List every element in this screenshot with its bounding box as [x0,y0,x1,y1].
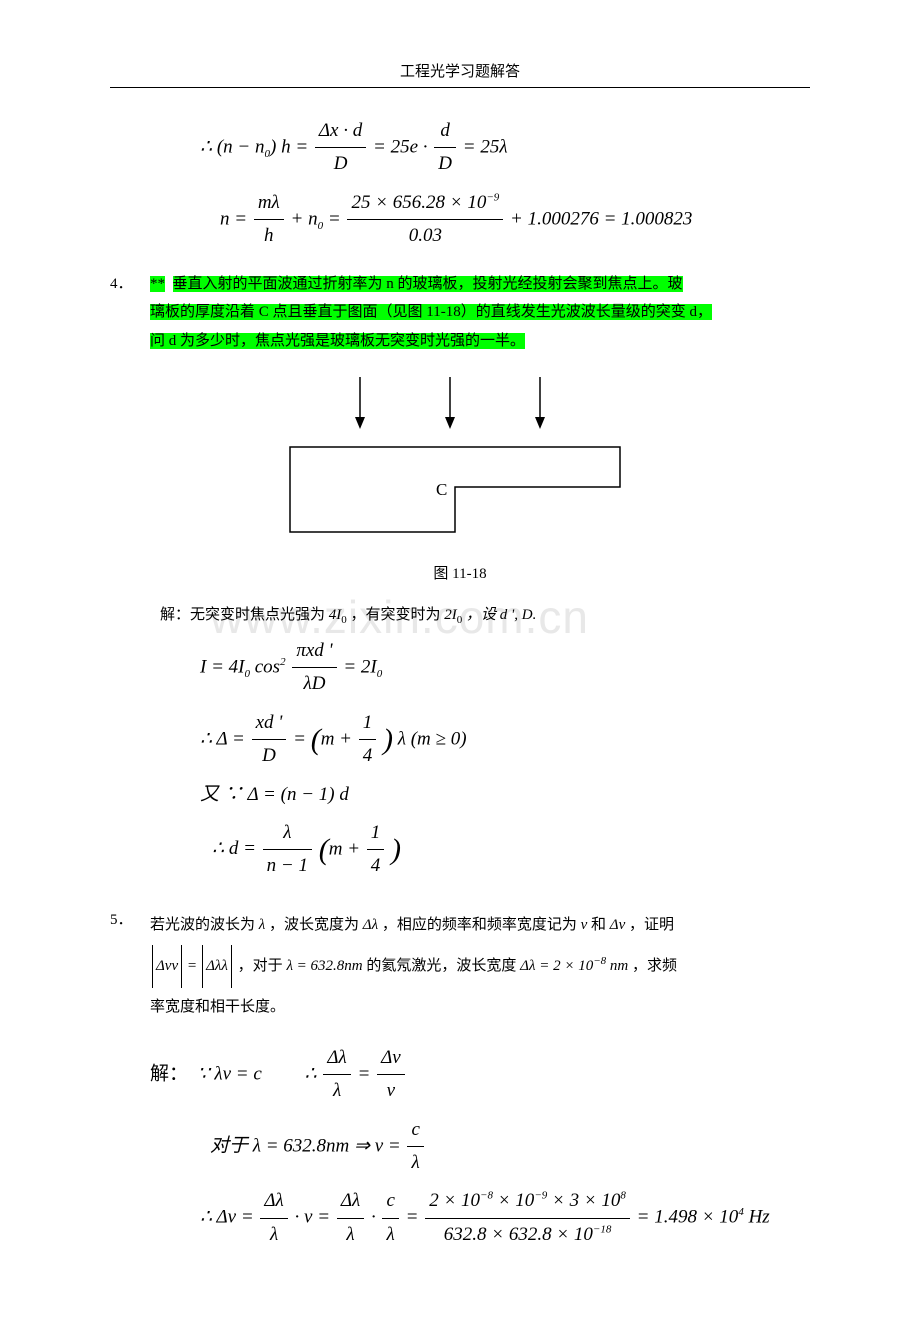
solution-4-eq4: ∴ d = λn − 1 (m + 14 ) [200,818,810,882]
solution-5-eq2: 对于 λ = 632.8nm ⇒ ν = cλ [210,1115,810,1179]
figure-caption: 图 11-18 [110,562,810,583]
problem-4-text: ** 垂直入射的平面波通过折射率为 n 的玻璃板，投射光经投射会聚到焦点上。玻 … [150,270,810,356]
equation-derivation-2: n = mλh + n0 = 25 × 656.28 × 10−90.03 + … [220,188,810,252]
solution-5-eq1: 解： ∵ λν = c ∴ Δλλ = Δνν [150,1043,810,1107]
header-title: 工程光学习题解答 [400,64,520,80]
figure-11-18: C [110,367,810,552]
solution-5-eq3: ∴ Δν = Δλλ · ν = Δλλ · cλ = 2 × 10−8 × 1… [200,1186,810,1250]
solution-4-eq2: ∴ Δ = xd 'D = (m + 14 ) λ (m ≥ 0) [200,708,810,772]
problem-5-number: 5． [110,906,150,1027]
solution-4-eq3: 又 ∵ Δ = (n − 1) d [200,780,810,810]
figure-svg: C [260,367,660,547]
problem-4-number: 4． [110,270,150,356]
problem-4: 4． ** 垂直入射的平面波通过折射率为 n 的玻璃板，投射光经投射会聚到焦点上… [110,270,810,356]
equation-derivation-1: ∴ (n − n0) h = Δx · dD = 25e · dD = 25λ [200,116,810,180]
problem-5-text: 若光波的波长为 λ ，波长宽度为 Δλ ，相应的频率和频率宽度记为 ν 和 Δν… [150,906,810,1027]
figure-label-c: C [436,480,447,499]
page-header: 工程光学习题解答 [110,60,810,88]
problem-5: 5． 若光波的波长为 λ ，波长宽度为 Δλ ，相应的频率和频率宽度记为 ν 和… [110,906,810,1027]
solution-4-eq1: I = 4I0 cos2 πxd 'λD = 2I0 [200,636,810,700]
solution-4-intro: 解：无突变时焦点光强为 4I0 ，有突变时为 2I0 ，设 d ', D. [160,603,810,626]
